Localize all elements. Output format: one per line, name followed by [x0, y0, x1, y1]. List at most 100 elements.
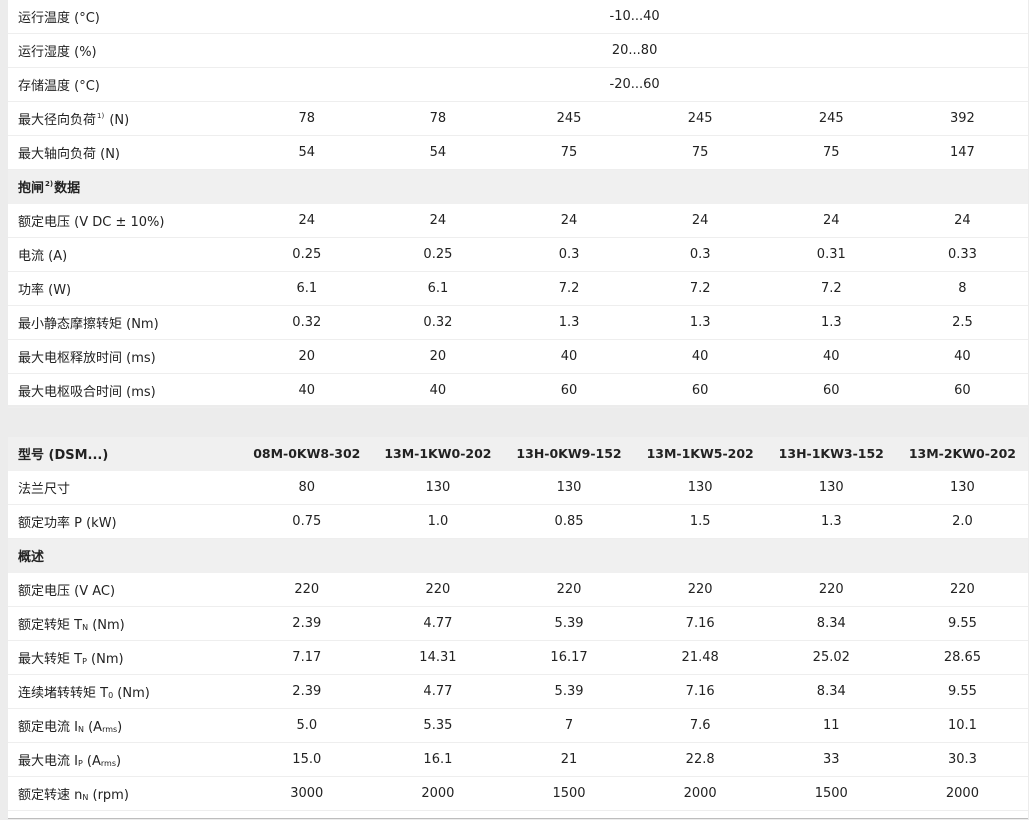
value-cell: 2000 — [634, 776, 766, 811]
value-cell: 9.55 — [896, 606, 1028, 641]
label-unit: (Nm) — [86, 652, 124, 667]
value-cell: 245 — [765, 101, 897, 136]
row-label: 运行湿度 (%) — [8, 33, 242, 68]
value-cell: 0.85 — [503, 504, 635, 539]
value-cell: 33 — [765, 742, 897, 777]
row-label: 连续堵转转矩 T0 (Nm) — [8, 674, 242, 709]
value-cell: 16.1 — [372, 742, 504, 777]
table-row: 存储温度 (°C) -20...60 — [8, 67, 1028, 102]
label-unit: (N) — [105, 113, 130, 128]
value-cell: 40 — [241, 373, 373, 408]
label-text: 额定电流 I — [18, 720, 78, 735]
table-row: 运行湿度 (%) 20...80 — [8, 33, 1028, 68]
table-row: 运行温度 (°C) -10...40 — [8, 0, 1028, 34]
subscript: 0 — [108, 691, 114, 700]
value-cell: 60 — [634, 373, 766, 408]
value-cell: 130 — [765, 470, 897, 505]
footnote-mark: 1) — [97, 112, 105, 120]
value-cell: 40 — [503, 339, 635, 374]
row-label: 功率 (W) — [8, 271, 242, 306]
section-row: 概述 — [8, 538, 1028, 573]
value-cell: 4.77 — [372, 674, 504, 709]
value-cell: 0.25 — [241, 237, 373, 272]
value-cell: 8 — [896, 271, 1028, 306]
label-unit: (rpm) — [88, 788, 129, 803]
value-cell: 6.1 — [372, 271, 504, 306]
value-cell: 2.39 — [241, 674, 373, 709]
subscript: N — [82, 793, 89, 802]
value-cell: 1.3 — [765, 504, 897, 539]
row-label: 运行温度 (°C) — [8, 0, 242, 34]
value-cell: 147 — [896, 135, 1028, 170]
value-cell: 11 — [765, 708, 897, 743]
value-cell: 220 — [896, 572, 1028, 607]
value-cell: 5.39 — [503, 674, 635, 709]
value-cell: 24 — [241, 203, 373, 238]
label-unit: ) — [117, 720, 123, 735]
value-cell: 24 — [634, 203, 766, 238]
table-row: 电流 (A) 0.25 0.25 0.3 0.3 0.31 0.33 — [8, 237, 1028, 272]
table-row: 额定电压 (V DC ± 10%) 24 24 24 24 24 24 — [8, 203, 1028, 238]
value-cell: 7.2 — [634, 271, 766, 306]
value-cell: 130 — [896, 470, 1028, 505]
table-row: 最大轴向负荷 (N) 54 54 75 75 75 147 — [8, 135, 1028, 170]
subscript: rms — [102, 725, 118, 734]
label-unit: ) — [116, 754, 122, 769]
value-cell: 75 — [765, 135, 897, 170]
row-label: 额定转速 nN (rpm) — [8, 776, 242, 811]
row-label: 额定电压 (V AC) — [8, 572, 242, 607]
value-cell: 54 — [241, 135, 373, 170]
row-label: 最大轴向负荷 (N) — [8, 135, 242, 170]
value-cell: 1500 — [503, 776, 635, 811]
value-cell: 245 — [503, 101, 635, 136]
value-cell: 7 — [503, 708, 635, 743]
value-cell: 3000 — [241, 776, 373, 811]
value-cell: 130 — [503, 470, 635, 505]
value-cell: 5.39 — [503, 606, 635, 641]
value-cell: 7.17 — [241, 640, 373, 675]
subscript: P — [77, 759, 83, 768]
value-cell: 22.8 — [634, 742, 766, 777]
value-cell: 78 — [372, 101, 504, 136]
value-cell: 220 — [765, 572, 897, 607]
value-cell: 2.0 — [896, 504, 1028, 539]
row-label: 最小静态摩擦转矩 (Nm) — [8, 305, 242, 340]
table-row: 最大电流 IP (Arms) 15.0 16.1 21 22.8 33 30.3 — [8, 742, 1028, 777]
value-cell: 2.39 — [241, 606, 373, 641]
value-cell: 0.75 — [241, 504, 373, 539]
value-cell: 40 — [634, 339, 766, 374]
value-cell: 1.5 — [634, 504, 766, 539]
value-cell: 20 — [372, 339, 504, 374]
row-label: 电流 (A) — [8, 237, 242, 272]
subscript: rms — [100, 759, 117, 768]
value-cell: 40 — [372, 373, 504, 408]
value-cell: 130 — [372, 470, 504, 505]
label-text: 额定转速 n — [18, 788, 83, 803]
table-row: 最大转矩 TP (Nm) 7.17 14.31 16.17 21.48 25.02 28.6… — [8, 640, 1028, 675]
value-cell: 2000 — [896, 776, 1028, 811]
value-cell: 220 — [634, 572, 766, 607]
label-text: 法兰尺寸 — [18, 482, 71, 497]
value-cell: 60 — [896, 373, 1028, 408]
value-cell: 14.31 — [372, 640, 504, 675]
subscript: N — [77, 725, 84, 734]
value-cell: 5.35 — [372, 708, 504, 743]
value-cell: 1.3 — [765, 305, 897, 340]
table-row: 额定转矩 TN (Nm) 2.39 4.77 5.39 7.16 8.34 9.55 — [8, 606, 1028, 641]
value-cell: 15.0 — [241, 742, 373, 777]
value-cell: 0.32 — [241, 305, 373, 340]
value-cell: 392 — [896, 101, 1028, 136]
subscript: N — [82, 623, 89, 632]
row-label: 最大电枢吸合时间 (ms) — [8, 373, 242, 408]
label-text: 额定电压 (V AC) — [18, 584, 116, 599]
value-cell: 1.3 — [503, 305, 635, 340]
value-cell: 0.25 — [372, 237, 504, 272]
value-cell: 24 — [896, 203, 1028, 238]
row-label: 最大电枢释放时间 (ms) — [8, 339, 242, 374]
value-cell: 24 — [503, 203, 635, 238]
value-cell: 78 — [241, 101, 373, 136]
value-cell: 0.32 — [372, 305, 504, 340]
label-unit: (A — [82, 754, 101, 769]
section-row: 抱闸2)数据 — [8, 169, 1028, 204]
value-cell: 24 — [372, 203, 504, 238]
